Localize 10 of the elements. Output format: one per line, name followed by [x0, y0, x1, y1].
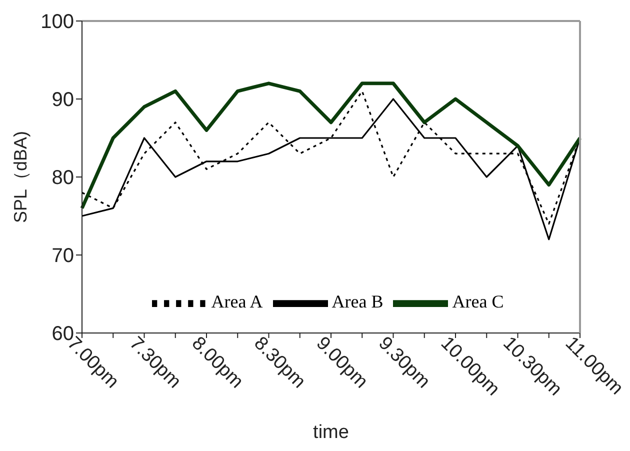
legend-label: Area C [452, 292, 504, 312]
x-axis-title: time [313, 422, 349, 443]
line-series [80, 82, 582, 210]
legend-label: Area A [211, 292, 263, 312]
y-tick-label: 70 [52, 245, 74, 268]
y-axis-title: SPL（dBA) [10, 130, 30, 224]
y-tick-label: 80 [52, 167, 74, 190]
y-tick-label: 90 [52, 89, 74, 112]
y-tick-label: 100 [40, 11, 74, 34]
legend-label: Area B [332, 292, 384, 312]
